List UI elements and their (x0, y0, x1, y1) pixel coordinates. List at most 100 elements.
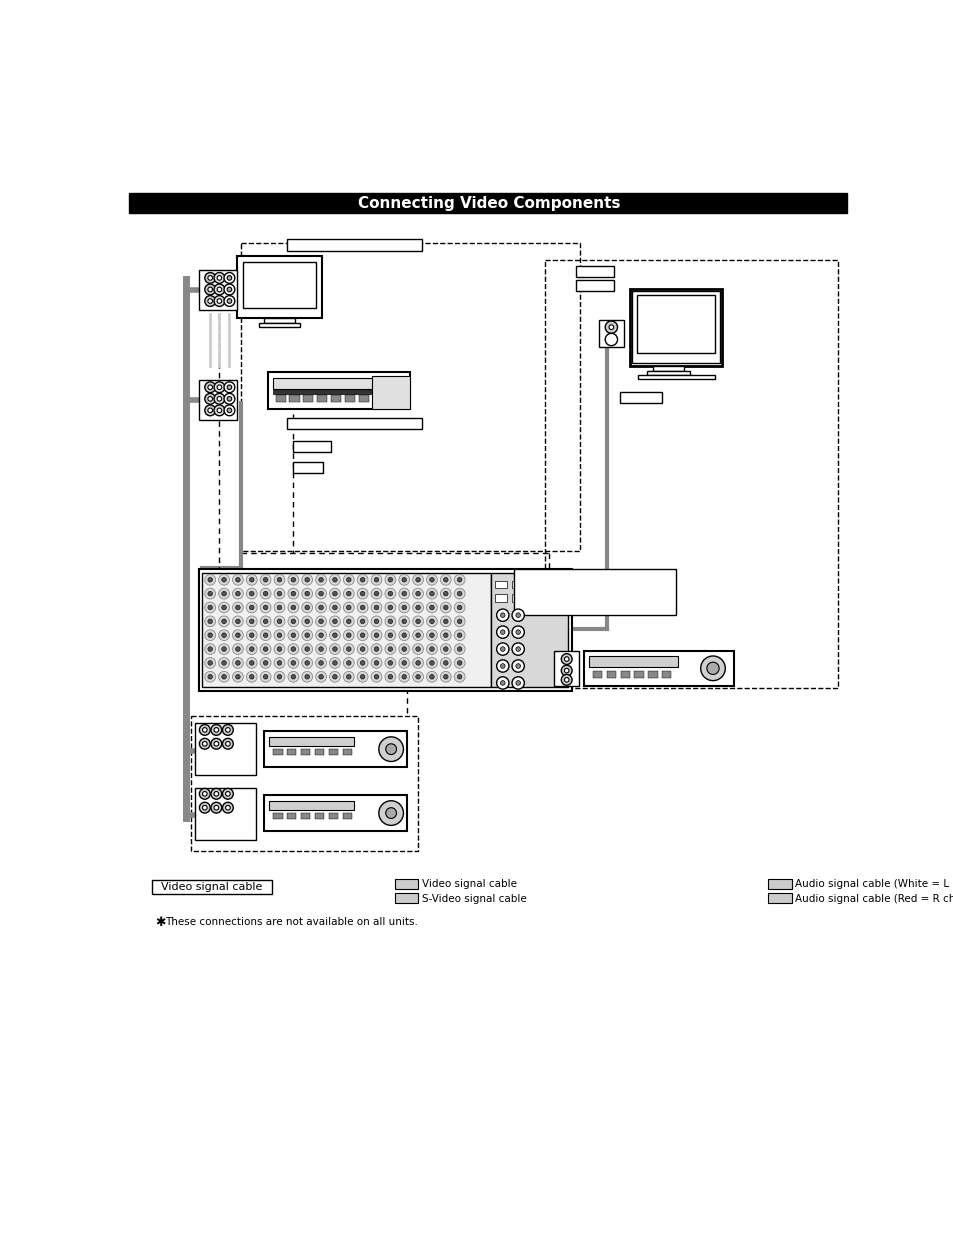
Circle shape (205, 602, 215, 613)
Circle shape (205, 657, 215, 669)
Bar (345, 395, 355, 402)
Circle shape (346, 633, 351, 638)
Circle shape (333, 646, 336, 651)
Bar (514, 569, 676, 615)
Circle shape (426, 574, 436, 586)
Circle shape (512, 626, 524, 639)
Circle shape (211, 789, 221, 800)
Circle shape (454, 617, 464, 626)
Bar (198, 270, 237, 311)
Circle shape (202, 791, 207, 796)
Circle shape (274, 602, 285, 613)
Bar (243, 261, 315, 308)
Circle shape (233, 671, 243, 682)
Circle shape (429, 592, 434, 595)
Circle shape (516, 681, 520, 686)
Circle shape (305, 646, 309, 651)
Circle shape (385, 617, 395, 626)
Circle shape (440, 602, 451, 613)
Circle shape (205, 630, 215, 640)
Text: Audio signal cable (Red = R ch): Audio signal cable (Red = R ch) (795, 894, 953, 904)
Bar (661, 671, 671, 677)
Circle shape (360, 633, 365, 638)
Circle shape (315, 574, 326, 586)
Circle shape (315, 617, 326, 626)
Circle shape (249, 633, 253, 638)
Circle shape (413, 657, 423, 669)
Bar (329, 813, 337, 820)
Circle shape (443, 633, 448, 638)
Circle shape (291, 592, 295, 595)
Circle shape (305, 605, 309, 610)
Circle shape (564, 657, 568, 661)
Circle shape (360, 646, 365, 651)
Circle shape (246, 574, 257, 586)
Circle shape (440, 617, 451, 626)
Circle shape (356, 602, 368, 613)
Circle shape (440, 671, 451, 682)
Circle shape (456, 592, 461, 595)
Circle shape (291, 661, 295, 665)
Circle shape (516, 613, 520, 618)
Circle shape (604, 333, 617, 345)
Circle shape (371, 630, 381, 640)
Circle shape (211, 724, 221, 735)
Circle shape (401, 577, 406, 582)
Circle shape (235, 577, 240, 582)
Bar (646, 371, 689, 375)
Circle shape (249, 592, 253, 595)
Circle shape (301, 671, 313, 682)
Circle shape (497, 609, 508, 621)
Circle shape (401, 592, 406, 595)
Circle shape (343, 644, 354, 655)
Circle shape (401, 619, 406, 624)
Circle shape (235, 646, 240, 651)
Circle shape (305, 577, 309, 582)
Circle shape (260, 588, 271, 599)
Circle shape (205, 588, 215, 599)
Circle shape (700, 656, 724, 681)
Circle shape (227, 276, 232, 280)
Circle shape (443, 605, 448, 610)
Circle shape (208, 592, 213, 595)
Bar (386, 395, 396, 402)
Bar (130, 193, 846, 213)
Bar (495, 594, 507, 602)
Circle shape (426, 630, 436, 640)
Circle shape (235, 633, 240, 638)
Circle shape (497, 643, 508, 655)
Circle shape (356, 617, 368, 626)
Circle shape (291, 646, 295, 651)
Circle shape (301, 602, 313, 613)
Bar (273, 378, 373, 389)
Bar (273, 390, 373, 394)
Circle shape (426, 644, 436, 655)
Circle shape (388, 661, 393, 665)
Circle shape (208, 619, 213, 624)
Circle shape (224, 296, 234, 307)
Circle shape (301, 617, 313, 626)
Circle shape (249, 619, 253, 624)
Bar (191, 716, 417, 851)
Circle shape (233, 657, 243, 669)
Circle shape (706, 662, 719, 675)
Circle shape (343, 602, 354, 613)
Circle shape (398, 602, 409, 613)
Circle shape (318, 577, 323, 582)
Circle shape (213, 381, 225, 392)
Circle shape (235, 592, 240, 595)
Bar (274, 813, 282, 820)
Bar (329, 749, 337, 755)
Circle shape (398, 588, 409, 599)
Circle shape (263, 633, 268, 638)
Circle shape (218, 617, 229, 626)
Circle shape (211, 802, 221, 813)
Bar (314, 813, 324, 820)
Circle shape (329, 657, 340, 669)
Circle shape (274, 588, 285, 599)
Circle shape (274, 657, 285, 669)
Circle shape (512, 660, 524, 672)
Circle shape (516, 646, 520, 651)
Circle shape (360, 577, 365, 582)
Circle shape (288, 644, 298, 655)
